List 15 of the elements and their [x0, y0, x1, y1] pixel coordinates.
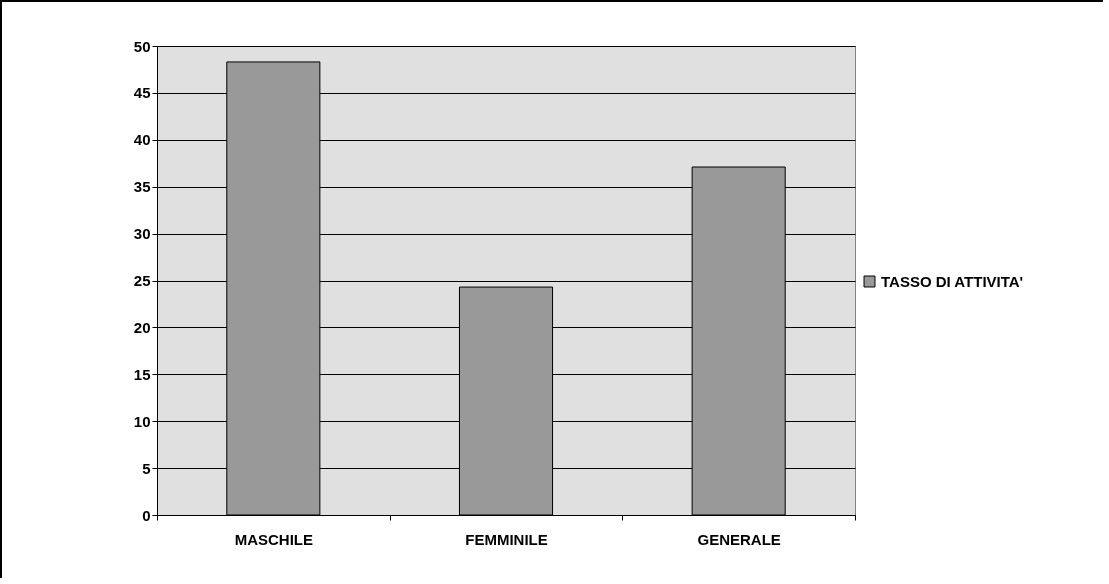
y-tick-label: 35	[133, 178, 151, 196]
y-tick-label: 50	[133, 37, 151, 55]
x-tick-label: MASCHILE	[234, 530, 314, 548]
y-tick-label: 25	[133, 272, 151, 289]
y-tick-label: 45	[133, 84, 151, 102]
y-tick-label: 10	[133, 412, 151, 430]
legend-label: TASSO DI ATTIVITA'	[881, 272, 1024, 290]
y-tick-label: 30	[133, 225, 151, 243]
y-tick-label: 20	[133, 318, 151, 336]
y-tick-label: 5	[142, 459, 151, 477]
y-tick-label: 15	[133, 365, 151, 383]
x-tick-label: FEMMINILE	[465, 530, 548, 548]
x-tick-label: GENERALE	[697, 530, 781, 548]
y-tick-label: 0	[142, 506, 151, 524]
y-tick-label: 40	[133, 131, 151, 149]
